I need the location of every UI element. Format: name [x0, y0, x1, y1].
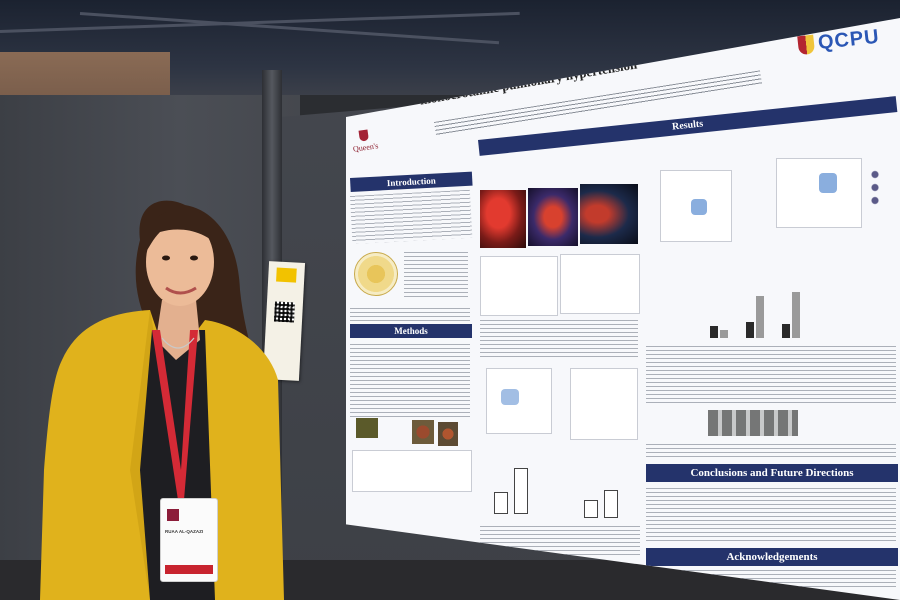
micrograph-overlay — [580, 184, 638, 244]
bar-control — [584, 500, 598, 518]
queens-crest — [358, 129, 370, 142]
western-blot — [708, 410, 798, 436]
bar-mct-3 — [792, 292, 800, 338]
section-header-introduction: Introduction — [350, 171, 473, 192]
introduction-hypothesis — [350, 308, 470, 322]
badge-name: RUAA AL-QAZAZI — [165, 529, 204, 534]
badge-stripe — [165, 565, 213, 574]
methods-image-2 — [412, 420, 434, 444]
qr-code — [273, 301, 295, 323]
scatter-plot-b — [560, 254, 640, 314]
bar-control-2 — [746, 322, 754, 338]
methods-image-3 — [438, 422, 458, 446]
display-panel-left — [0, 95, 300, 600]
micrograph-merged — [528, 188, 578, 246]
bar-mct-2 — [756, 296, 764, 338]
figure-1-caption — [480, 320, 638, 358]
research-poster: Increased right ventricular macrophages … — [346, 18, 900, 600]
scatter-plot-a — [480, 256, 558, 316]
queens-logo-text: Queen's — [352, 141, 379, 154]
bar-control-1 — [710, 326, 718, 338]
flow-population — [819, 173, 837, 193]
bar-control — [494, 492, 508, 514]
section-header-methods: Methods — [350, 324, 472, 338]
qr-note-label — [276, 267, 297, 283]
gating-plot-a — [486, 368, 552, 434]
methods-flow-plots — [352, 450, 472, 492]
bar-mct — [514, 468, 528, 514]
methods-image-1 — [356, 418, 378, 438]
section-header-conclusions: Conclusions and Future Directions — [646, 464, 898, 482]
qr-code-note — [262, 261, 306, 381]
introduction-text — [350, 189, 473, 244]
methods-text — [350, 344, 470, 418]
cell-diagram — [354, 252, 398, 296]
flow-population — [691, 199, 707, 215]
conclusions-text — [646, 488, 896, 544]
gate-population — [501, 389, 519, 405]
flow-cytometry-plot-a — [660, 170, 732, 242]
micrograph-red — [480, 190, 526, 248]
flow-cytometry-plot-b — [776, 158, 862, 228]
name-badge: RUAA AL-QAZAZI — [160, 498, 218, 582]
bar-mct-1 — [720, 330, 728, 338]
bar-control-3 — [782, 324, 790, 338]
figure-3-caption — [646, 444, 896, 460]
gating-plot-b — [570, 368, 638, 440]
bar-chart-c — [696, 268, 826, 338]
bar-chart-e — [576, 458, 632, 518]
figure-2-caption — [646, 346, 896, 404]
bar-chart-d — [486, 450, 542, 514]
section-header-acknowledgements: Acknowledgements — [646, 548, 898, 566]
queens-logo: Queen's — [351, 128, 379, 154]
bar-mct — [604, 490, 618, 518]
shield-icon — [797, 34, 816, 56]
legend-dots — [870, 168, 880, 208]
introduction-figure-caption — [404, 252, 468, 298]
badge-logo — [167, 509, 179, 521]
